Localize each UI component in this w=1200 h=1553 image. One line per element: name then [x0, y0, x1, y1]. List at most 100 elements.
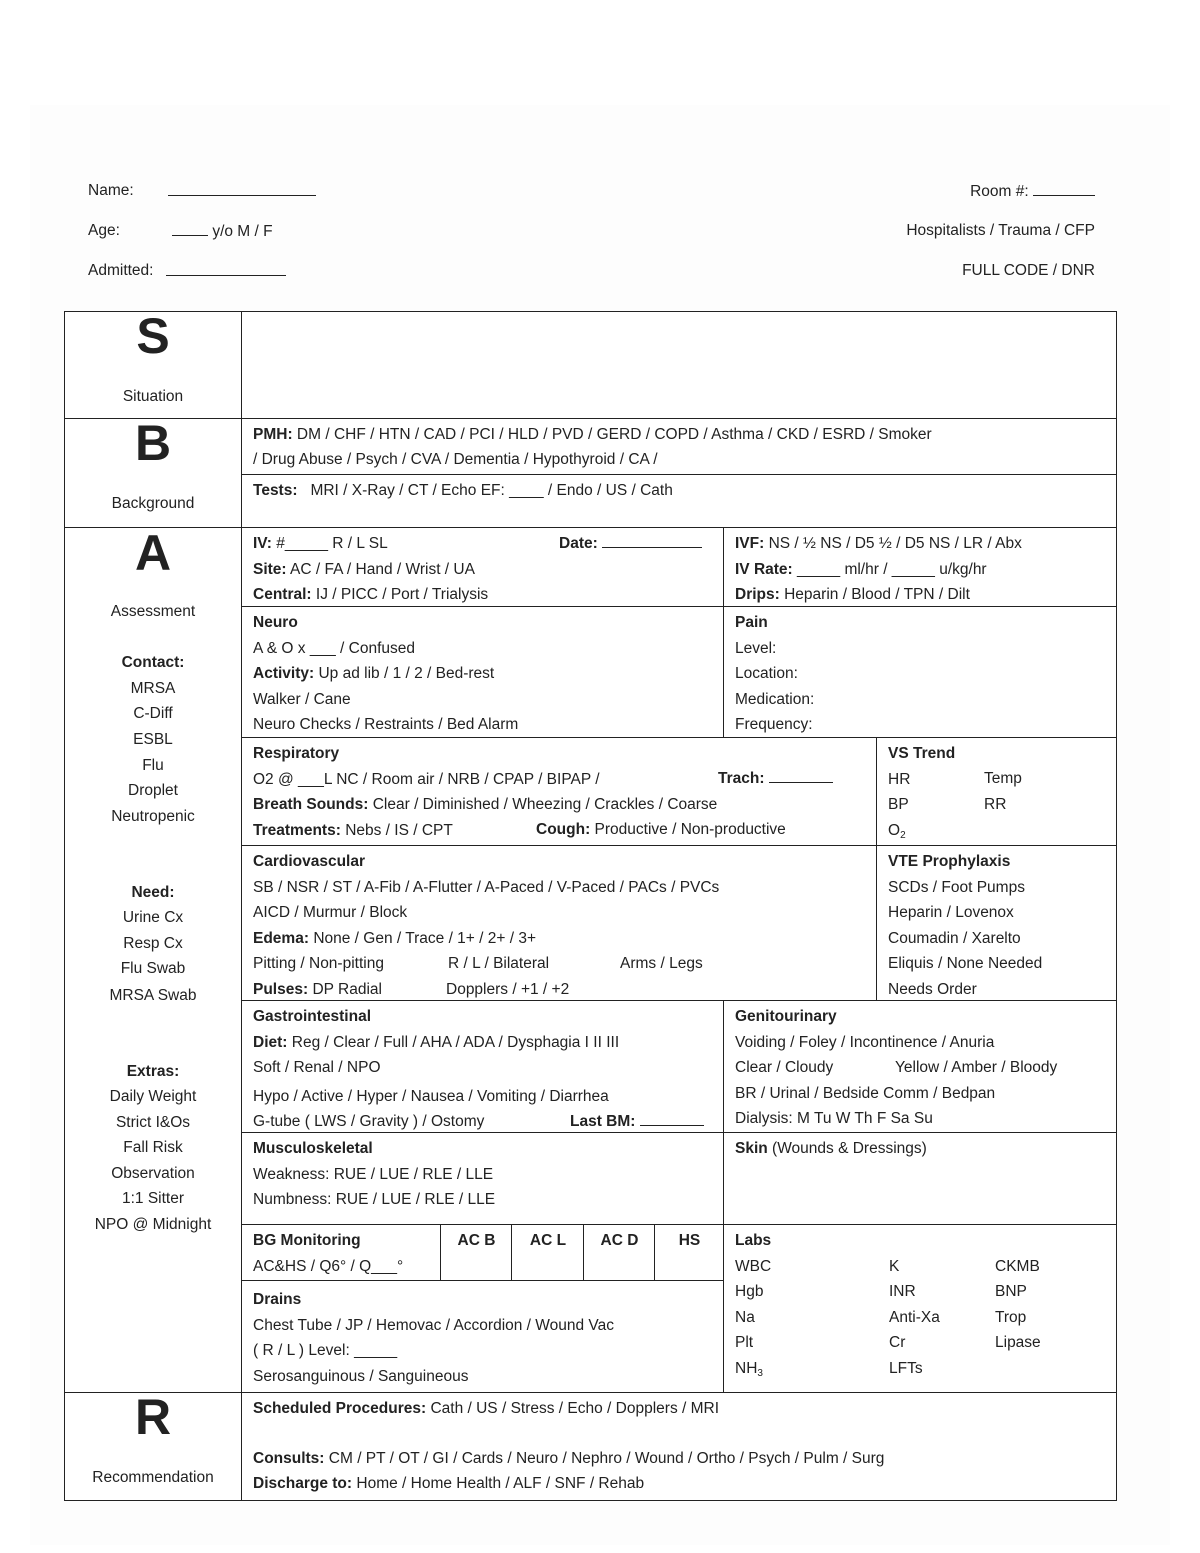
- r-word: Recommendation: [92, 1469, 214, 1486]
- pain-location: Location:: [735, 665, 798, 682]
- pmh-options-continued: / Drug Abuse / Psych / CVA / Dementia / …: [253, 450, 658, 468]
- labs-cell: Labs WBC Hgb Na Plt NH3 K INR Anti-Xa Cr…: [723, 1224, 1117, 1394]
- vte-item: SCDs / Foot Pumps: [888, 878, 1025, 896]
- vte-item: Coumadin / Xarelto: [888, 929, 1021, 947]
- lab-bnp: BNP: [995, 1283, 1027, 1300]
- bg-col-acd[interactable]: AC D: [583, 1224, 656, 1282]
- pain-medication: Medication:: [735, 690, 815, 708]
- room-field[interactable]: Room #:: [970, 181, 1095, 202]
- soft-options: Soft / Renal / NPO: [253, 1059, 381, 1076]
- situation-field[interactable]: [241, 311, 1117, 420]
- iv-options: #_____ R / L SL: [276, 535, 388, 552]
- last-bm-field[interactable]: [639, 1111, 704, 1126]
- tests-cell: Tests: MRI / X-Ray / CT / Echo EF: ____ …: [241, 474, 1117, 529]
- b-letter: B: [134, 415, 172, 471]
- cardiovascular-cell: Cardiovascular SB / NSR / ST / A-Fib / A…: [241, 845, 878, 1002]
- gu-title: Genitourinary: [735, 1008, 837, 1025]
- extras-item: Daily Weight: [109, 1088, 197, 1105]
- extras-item: 1:1 Sitter: [121, 1190, 185, 1207]
- bg-title: BG Monitoring: [253, 1232, 361, 1249]
- bg-frequency: AC&HS / Q6° / Q___°: [253, 1257, 404, 1275]
- drains-cell: Drains Chest Tube / JP / Hemovac / Accor…: [241, 1280, 725, 1394]
- vs-trend-title: VS Trend: [888, 745, 956, 762]
- age-field[interactable]: y/o M / F: [172, 221, 273, 242]
- vs-rr: RR: [984, 796, 1007, 813]
- trach-field[interactable]: [768, 768, 833, 783]
- need-item: MRSA Swab: [109, 987, 197, 1004]
- rhythm-options: SB / NSR / ST / A-Fib / A-Flutter / A-Pa…: [253, 878, 720, 896]
- pmh-label: PMH:: [253, 426, 293, 443]
- activity-label: Activity:: [253, 665, 315, 682]
- diet-label: Diet:: [253, 1033, 288, 1051]
- vs-trend-cell: VS Trend HR Temp BP RR O2: [876, 737, 1117, 847]
- vs-hr: HR: [888, 770, 911, 788]
- b-word: Background: [111, 495, 195, 512]
- a-label-cell: [64, 527, 243, 1394]
- date-field[interactable]: [602, 533, 703, 548]
- bg-col-acl[interactable]: AC L: [511, 1224, 585, 1282]
- admitted-field[interactable]: [166, 261, 286, 282]
- drains-title: Drains: [253, 1291, 302, 1308]
- lab-plt: Plt: [735, 1334, 754, 1351]
- a-letter: A: [134, 525, 172, 581]
- gu-cell: Genitourinary Voiding / Foley / Incontin…: [723, 1000, 1117, 1134]
- lab-lipase: Lipase: [995, 1334, 1041, 1351]
- iv-rate-field: _____ ml/hr / _____ u/kg/hr: [797, 560, 987, 578]
- vs-o2-subscript: 2: [900, 829, 906, 841]
- skin-cell[interactable]: Skin (Wounds & Dressings): [723, 1132, 1117, 1226]
- ivf-cell: IVF: NS / ½ NS / D5 ½ / D5 NS / LR / Abx…: [723, 527, 1117, 608]
- drain-level: ( R / L ) Level: _____: [253, 1342, 398, 1359]
- aicd-options: AICD / Murmur / Block: [253, 904, 408, 921]
- toileting-options: BR / Urinal / Bedside Comm / Bedpan: [735, 1084, 996, 1102]
- treatments-options: Nebs / IS / CPT: [345, 821, 453, 839]
- extras-item: Observation: [111, 1165, 195, 1182]
- contact-item: Flu: [142, 757, 164, 774]
- bg-col-hs[interactable]: HS: [654, 1224, 725, 1282]
- side-options: R / L / Bilateral: [448, 955, 550, 972]
- tests-options: MRI / X-Ray / CT / Echo EF: ____ / Endo …: [310, 482, 673, 499]
- bg-col-acb[interactable]: AC B: [440, 1224, 513, 1282]
- gi-cell: Gastrointestinal Diet: Reg / Clear / Ful…: [241, 1000, 725, 1134]
- diet-options: Reg / Clear / Full / AHA / ADA / Dysphag…: [291, 1033, 620, 1051]
- central-label: Central:: [253, 586, 312, 603]
- r-label-cell: [64, 1392, 243, 1501]
- bowel-options: Hypo / Active / Hyper / Nausea / Vomitin…: [253, 1087, 609, 1105]
- discharge-options: Home / Home Health / ALF / SNF / Rehab: [356, 1475, 645, 1492]
- vte-title: VTE Prophylaxis: [888, 853, 1011, 870]
- extras-title: Extras:: [126, 1063, 180, 1080]
- need-title: Need:: [131, 884, 175, 901]
- tests-label: Tests:: [253, 482, 298, 499]
- site-options: AC / FA / Hand / Wrist / UA: [290, 560, 475, 578]
- vte-item: Heparin / Lovenox: [888, 904, 1014, 921]
- urine-color-options: Yellow / Amber / Bloody: [895, 1059, 1058, 1076]
- site-label: Site:: [253, 560, 287, 578]
- pmh-cell: PMH: DM / CHF / HTN / CAD / PCI / HLD / …: [241, 418, 1117, 476]
- trach-label: Trach:: [718, 770, 765, 787]
- edema-options: None / Gen / Trace / 1+ / 2+ / 3+: [313, 929, 537, 947]
- room-label: Room #:: [970, 183, 1029, 200]
- drips-label: Drips:: [735, 586, 780, 603]
- vte-item: Eliquis / None Needed: [888, 955, 1043, 972]
- lab-wbc: WBC: [735, 1257, 772, 1275]
- iv-label: IV:: [253, 535, 272, 552]
- urine-clarity-options: Clear / Cloudy: [735, 1059, 834, 1076]
- code-status-options: FULL CODE / DNR: [962, 262, 1095, 279]
- ivf-options: NS / ½ NS / D5 ½ / D5 NS / LR / Abx: [768, 535, 1022, 552]
- gtube-options: G-tube ( LWS / Gravity ) / Ostomy: [253, 1113, 485, 1130]
- contact-title: Contact:: [121, 654, 185, 671]
- numbness-options: Numbness: RUE / LUE / RLE / LLE: [253, 1191, 496, 1208]
- vs-bp: BP: [888, 796, 909, 813]
- lab-k: K: [889, 1257, 900, 1275]
- lab-nh3-subscript: 3: [757, 1367, 763, 1379]
- respiratory-cell: Respiratory O2 @ ___L NC / Room air / NR…: [241, 737, 878, 847]
- iv-rate-label: IV Rate:: [735, 560, 793, 578]
- lab-lfts: LFTs: [889, 1359, 923, 1377]
- dialysis-days: Dialysis: M Tu W Th F Sa Su: [735, 1110, 933, 1127]
- r-letter: R: [134, 1389, 172, 1445]
- bg-col-label: AC D: [600, 1232, 639, 1249]
- drain-fluid: Serosanguinous / Sanguineous: [253, 1367, 469, 1385]
- dopplers-options: Dopplers / +1 / +2: [446, 980, 570, 998]
- skin-title: Skin: [735, 1140, 768, 1157]
- name-field[interactable]: [168, 181, 316, 202]
- s-label-cell: [64, 311, 243, 420]
